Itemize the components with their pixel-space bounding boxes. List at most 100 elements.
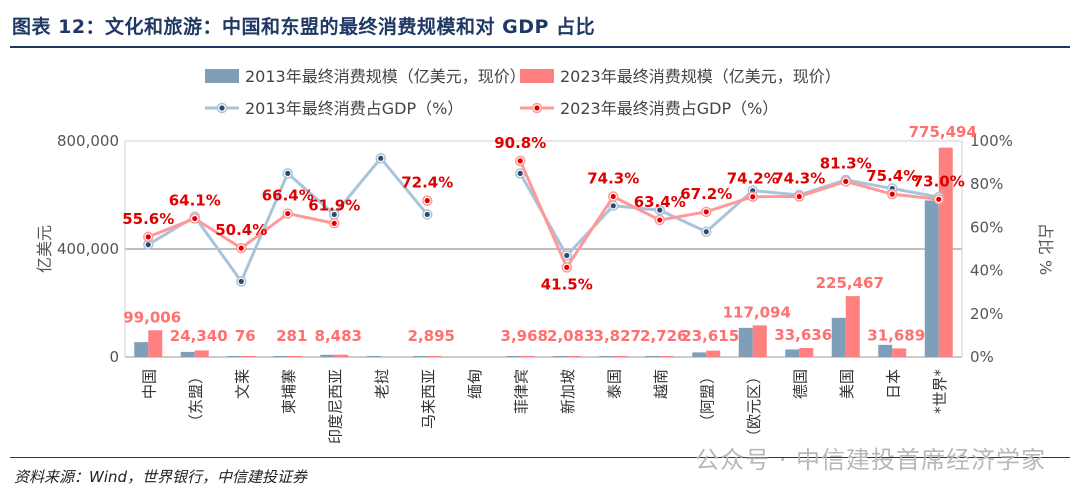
legend-label: 2023年最终消费规模（亿美元，现价） xyxy=(560,67,841,86)
point-2023-share xyxy=(657,217,663,223)
share-2023-data-label: 74.3% xyxy=(773,170,825,188)
x-category-label: 日本 xyxy=(884,369,902,399)
share-2023-data-label: 75.4% xyxy=(866,167,918,185)
bar-2013 xyxy=(831,317,846,357)
share-2023-data-label: 50.4% xyxy=(215,221,267,239)
bar-2023-data-label: 2,083 xyxy=(547,327,594,345)
bar-2023-data-label: 775,494 xyxy=(909,123,977,141)
line-2023-share xyxy=(518,160,939,271)
share-2023-data-label: 73.0% xyxy=(913,172,965,190)
point-2013-share xyxy=(331,211,337,218)
y-right-tick-label: 40% xyxy=(970,262,1003,280)
footer-rule xyxy=(10,457,1070,458)
point-2013-share xyxy=(145,242,151,248)
bar-2023 xyxy=(334,354,349,357)
bar-2023-data-label: 281 xyxy=(276,327,307,345)
share-2023-data-label: 81.3% xyxy=(820,154,872,172)
bar-2023-data-label: 31,689 xyxy=(867,326,925,344)
x-category-label: *世界* xyxy=(931,369,949,415)
bar-2013 xyxy=(552,356,567,357)
source-note: 资料来源：Wind，世界银行，中信建投证券 xyxy=(14,468,308,486)
bar-2013 xyxy=(506,356,521,357)
point-2023-share xyxy=(936,196,942,202)
point-2023-share xyxy=(564,264,570,270)
x-category-label: 新加坡 xyxy=(559,369,577,414)
share-2023-data-label: 74.2% xyxy=(727,170,779,188)
bar-2023 xyxy=(148,330,163,357)
watermark-text: 公众号 · 中信建投首席经济学家 xyxy=(695,446,1046,474)
share-2023-data-label: 72.4% xyxy=(401,174,453,192)
bar-2013 xyxy=(692,352,707,357)
bar-2013 xyxy=(273,356,288,357)
point-2013-share xyxy=(610,203,616,209)
bar-2023-data-label: 99,006 xyxy=(123,308,181,326)
point-2013-share xyxy=(564,252,570,259)
bar-2023 xyxy=(659,356,674,357)
y-right-tick-label: 20% xyxy=(970,305,1003,323)
bar-2023-data-label: 76 xyxy=(235,327,256,345)
point-2023-share xyxy=(517,158,523,164)
legend-swatch-bar xyxy=(520,69,554,83)
share-2023-data-label: 74.3% xyxy=(587,170,639,188)
bar-2013 xyxy=(924,200,939,357)
point-2013-share xyxy=(378,155,384,161)
point-2013-share xyxy=(703,229,709,235)
legend-label: 2023年最终消费占GDP（%） xyxy=(560,99,778,118)
y-left-tick-label: 0 xyxy=(109,348,119,366)
x-category-label: （东盟） xyxy=(187,369,205,429)
bar-2013 xyxy=(134,342,149,357)
x-category-label: 中国 xyxy=(140,369,158,399)
bar-2023-data-label: 225,467 xyxy=(816,274,884,292)
x-category-label: 老挝 xyxy=(373,369,391,399)
point-2023-share xyxy=(285,210,291,217)
bar-2023 xyxy=(520,355,535,357)
bar-2023 xyxy=(845,296,860,357)
point-2023-share xyxy=(192,215,198,222)
bar-2013 xyxy=(645,356,660,357)
y-right-tick-label: 80% xyxy=(970,175,1003,193)
x-category-label: 美国 xyxy=(838,369,856,399)
legend-marker xyxy=(534,105,540,111)
share-2023-data-label: 61.9% xyxy=(308,196,360,214)
bar-2023-data-label: 2,895 xyxy=(408,327,455,345)
x-category-label: 柬埔寨 xyxy=(280,369,298,414)
point-2023-share xyxy=(750,194,756,200)
share-2023-data-label: 55.6% xyxy=(122,210,174,228)
point-2023-share xyxy=(703,209,709,215)
point-2023-share xyxy=(889,191,895,197)
legend-marker xyxy=(219,105,225,111)
bar-2013 xyxy=(180,351,195,357)
point-2023-share xyxy=(610,193,616,200)
x-category-label: 马来西亚 xyxy=(419,369,437,429)
bar-2023 xyxy=(799,347,814,357)
point-2023-share xyxy=(145,234,151,240)
share-2023-data-label: 67.2% xyxy=(680,185,732,203)
y-left-tick-label: 800,000 xyxy=(57,132,119,150)
bar-2023-data-label: 24,340 xyxy=(170,327,228,345)
point-2023-share xyxy=(796,193,802,200)
x-category-label: 文莱 xyxy=(233,369,251,399)
y-right-axis-title: 占比 % xyxy=(1036,223,1055,275)
share-2023-data-label: 66.4% xyxy=(262,187,314,205)
x-category-label: 印度尼西亚 xyxy=(326,369,344,444)
point-2013-share xyxy=(517,170,523,176)
title-rule xyxy=(10,46,1070,48)
point-2013-share xyxy=(238,278,244,284)
point-2013-share xyxy=(424,211,430,218)
y-right-tick-label: 0% xyxy=(970,348,994,366)
bar-2013 xyxy=(366,356,381,357)
bar-2023 xyxy=(241,356,256,357)
share-2023-data-label: 90.8% xyxy=(494,134,546,152)
point-2023-share xyxy=(331,220,337,226)
bar-2013 xyxy=(320,354,335,357)
bar-2013 xyxy=(785,349,800,357)
share-2023-data-label: 63.4% xyxy=(634,193,686,211)
x-category-label: 缅甸 xyxy=(466,369,484,399)
bar-2023 xyxy=(566,356,581,357)
legend-label: 2013年最终消费占GDP（%） xyxy=(245,99,463,118)
x-category-label: （欧元区） xyxy=(745,369,763,444)
bar-2023-data-label: 117,094 xyxy=(723,303,791,321)
bar-2023-data-label: 2,726 xyxy=(640,327,687,345)
bar-2023 xyxy=(706,350,721,357)
